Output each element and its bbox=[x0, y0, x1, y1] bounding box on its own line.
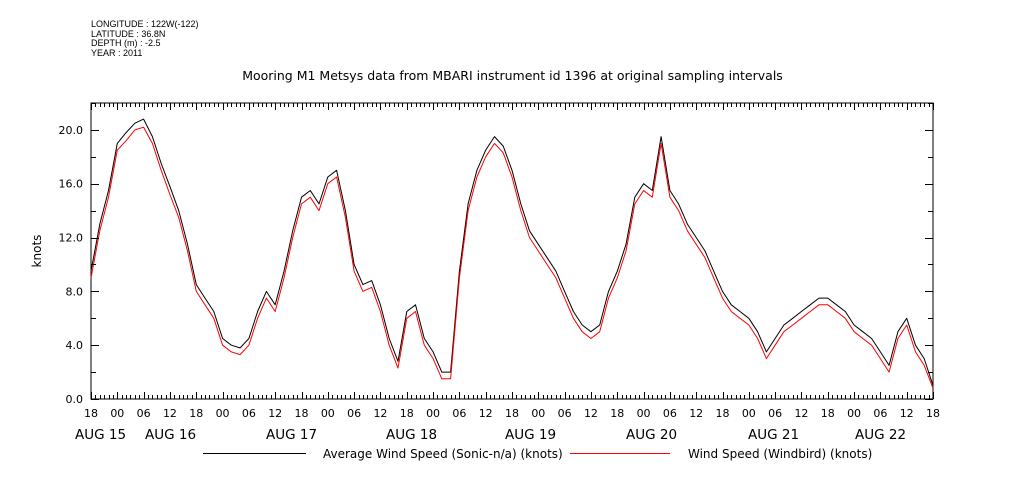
x-tick-label: 18 bbox=[84, 407, 98, 420]
x-tick-label: 00 bbox=[321, 407, 335, 420]
x-tick-label: 06 bbox=[137, 407, 151, 420]
y-axis-label: knots bbox=[30, 235, 44, 268]
metadata-block: LONGITUDE : 122W(-122) LATITUDE : 36.8N … bbox=[91, 19, 199, 58]
x-tick-label: 18 bbox=[610, 407, 624, 420]
y-tick-label: 0.0 bbox=[66, 393, 84, 406]
x-tick-label: 06 bbox=[558, 407, 572, 420]
x-tick-label: 18 bbox=[189, 407, 203, 420]
x-tick-label: 00 bbox=[742, 407, 756, 420]
year-text: YEAR : 2011 bbox=[91, 47, 143, 58]
x-tick-label: 06 bbox=[768, 407, 782, 420]
x-tick-label: 00 bbox=[847, 407, 861, 420]
x-tick-label: 00 bbox=[216, 407, 230, 420]
x-tick-label: 12 bbox=[794, 407, 808, 420]
x-tick-label: 06 bbox=[347, 407, 361, 420]
x-tick-label: 00 bbox=[531, 407, 545, 420]
y-tick-label: 12.0 bbox=[59, 232, 84, 245]
plot-border bbox=[90, 102, 934, 400]
x-tick-label: 06 bbox=[663, 407, 677, 420]
x-tick-label: 12 bbox=[373, 407, 387, 420]
x-tick-label: 12 bbox=[163, 407, 177, 420]
x-tick-label: 18 bbox=[295, 407, 309, 420]
x-tick-label: 00 bbox=[637, 407, 651, 420]
x-tick-label: 18 bbox=[400, 407, 414, 420]
x-tick-label: 18 bbox=[716, 407, 730, 420]
plot-frame bbox=[90, 102, 934, 400]
legend: Average Wind Speed (Sonic-n/a) (knots) Wi… bbox=[203, 447, 872, 461]
x-tick-label: 12 bbox=[268, 407, 282, 420]
series-line-sonic bbox=[90, 118, 934, 386]
x-day-label: AUG 18 bbox=[386, 427, 437, 443]
x-tick-label: 18 bbox=[926, 407, 940, 420]
series-line-windbird bbox=[90, 126, 934, 389]
x-tick-label: 12 bbox=[479, 407, 493, 420]
legend-label: Wind Speed (Windbird) (knots) bbox=[688, 447, 872, 461]
x-tick-label: 06 bbox=[452, 407, 466, 420]
x-day-label: AUG 15 bbox=[75, 427, 126, 443]
y-tick-label: 8.0 bbox=[66, 285, 84, 298]
x-day-label: AUG 21 bbox=[748, 427, 799, 443]
x-tick-label: 00 bbox=[426, 407, 440, 420]
x-tick-label: 06 bbox=[873, 407, 887, 420]
series-layer bbox=[90, 118, 934, 389]
y-tick-label: 4.0 bbox=[66, 339, 84, 352]
x-day-label: AUG 20 bbox=[626, 427, 677, 443]
x-day-label: AUG 19 bbox=[505, 427, 556, 443]
x-day-label: AUG 16 bbox=[145, 427, 196, 443]
legend-label: Average Wind Speed (Sonic-n/a) (knots) bbox=[323, 447, 563, 461]
x-tick-label: 06 bbox=[242, 407, 256, 420]
depth-text: DEPTH (m) : -2.5 bbox=[91, 38, 161, 48]
x-tick-label: 12 bbox=[584, 407, 598, 420]
chart-title: Mooring M1 Metsys data from MBARI instru… bbox=[242, 68, 783, 83]
y-tick-label: 20.0 bbox=[59, 124, 84, 137]
x-day-label: AUG 22 bbox=[855, 427, 906, 443]
latitude-text: LATITUDE : 36.8N bbox=[91, 28, 166, 39]
x-tick-label: 12 bbox=[689, 407, 703, 420]
axis-layer: 0.0 4.0 8.0 12.0 16.0 20.0 knots 18 00 06 12 18 00 06… bbox=[30, 103, 940, 443]
longitude-text: LONGITUDE : 122W(-122) bbox=[91, 19, 199, 29]
x-tick-label: 12 bbox=[900, 407, 914, 420]
x-tick-label: 00 bbox=[110, 407, 124, 420]
x-tick-label: 18 bbox=[505, 407, 519, 420]
y-tick-label: 16.0 bbox=[59, 178, 84, 191]
x-tick-label: 18 bbox=[821, 407, 835, 420]
x-day-label: AUG 17 bbox=[266, 427, 317, 443]
